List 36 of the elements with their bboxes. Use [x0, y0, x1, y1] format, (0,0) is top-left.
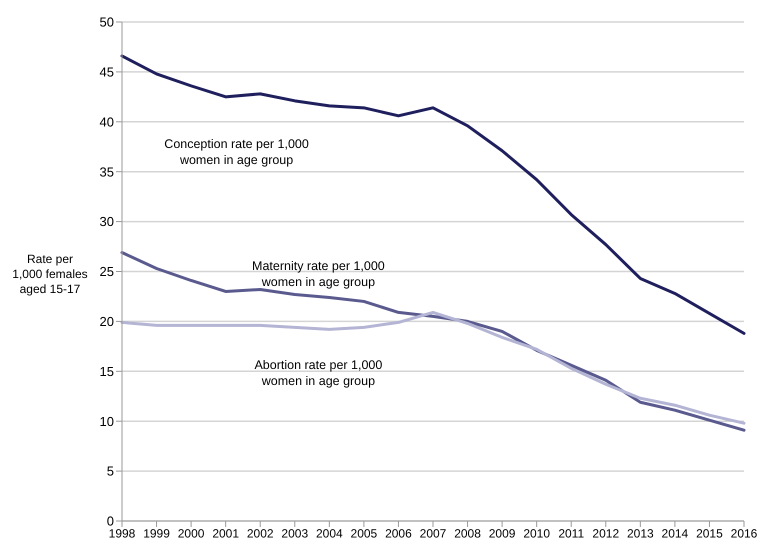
- x-tick-label: 1998: [108, 526, 136, 541]
- x-tick-label: 2001: [212, 526, 240, 541]
- x-tick-label: 2008: [454, 526, 482, 541]
- text: Conception rate per 1,000 women in age group: [163, 136, 310, 168]
- y-axis-title: Rate per 1,000 females aged 15-17: [12, 252, 88, 297]
- x-tick-label: 2000: [178, 526, 205, 541]
- x-tick-label: 2006: [385, 526, 412, 541]
- x-tick-label: 2015: [696, 526, 724, 541]
- y-tick-label: 40: [100, 114, 114, 130]
- line-series: [120, 54, 746, 335]
- line-series: [120, 310, 746, 425]
- y-tick-label: 25: [100, 264, 114, 280]
- x-tick-label: 2003: [281, 526, 308, 541]
- x-tick-label: 2013: [626, 526, 654, 541]
- y-tick-label: 30: [100, 214, 114, 230]
- y-tick-label: 50: [100, 14, 114, 30]
- y-tick-label: 35: [100, 164, 114, 180]
- x-tick-label: 2004: [316, 526, 344, 541]
- y-tick-label: 0: [106, 514, 114, 529]
- y-tick-label: 45: [100, 64, 114, 80]
- x-tick-label: 1999: [143, 526, 170, 541]
- x-tick-label: 2009: [488, 526, 516, 541]
- text: Abortion rate per 1,000 women in age group: [253, 357, 384, 390]
- x-tick-label: 2016: [730, 526, 758, 541]
- y-tick-label: 5: [106, 464, 114, 479]
- y-tick-label: 10: [100, 414, 114, 429]
- series-label: Maternity rate per 1,000 women in age group: [251, 258, 386, 290]
- x-tick-label: 2007: [420, 526, 447, 541]
- x-tick-label: 2014: [662, 526, 689, 541]
- x-tick-label: 2005: [350, 526, 378, 541]
- x-tick-label: 2002: [246, 526, 274, 541]
- x-tick-label: 2011: [558, 526, 584, 541]
- y-tick-label: 20: [100, 314, 114, 330]
- x-tick-label: 2012: [592, 526, 620, 541]
- y-tick-label: 15: [100, 364, 114, 379]
- x-tick-label: 2010: [523, 526, 550, 541]
